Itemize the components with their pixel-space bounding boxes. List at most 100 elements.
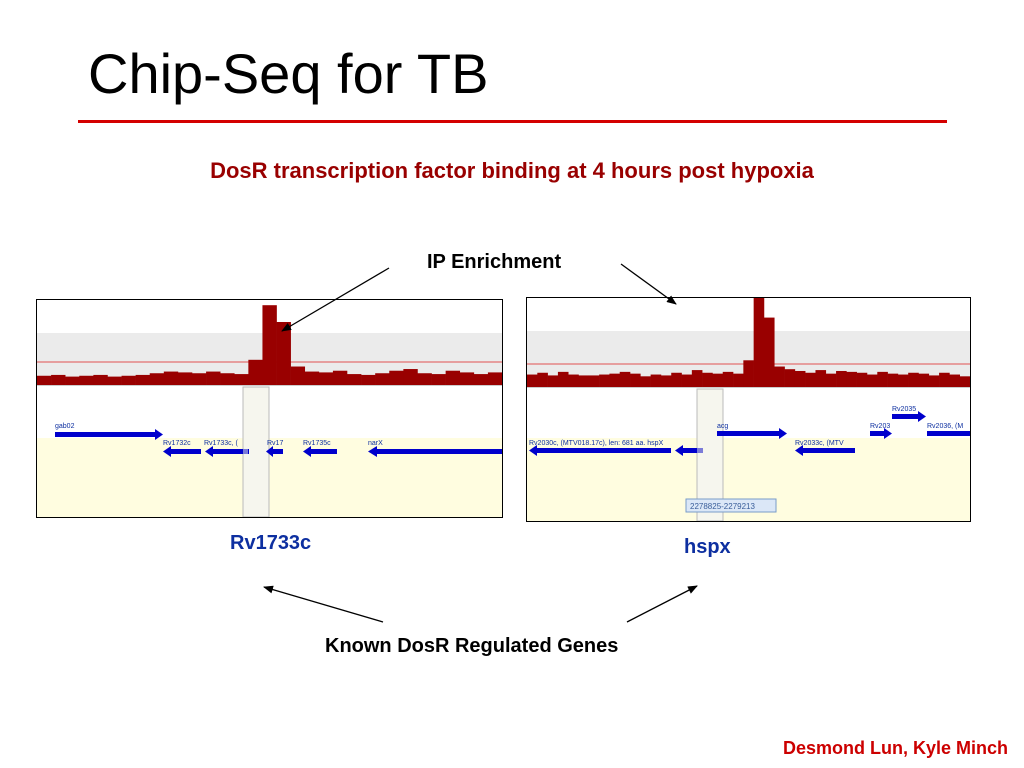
peak-bar bbox=[681, 374, 693, 387]
peak-bar bbox=[318, 372, 334, 385]
peak-bar bbox=[557, 371, 569, 387]
peak-bar bbox=[702, 372, 713, 387]
peak-bar bbox=[248, 359, 263, 385]
peak-bar bbox=[473, 374, 489, 385]
known-arrow-right bbox=[626, 585, 698, 623]
peak-bar bbox=[887, 373, 899, 387]
peak-bar bbox=[37, 375, 52, 385]
peak-bar bbox=[537, 372, 548, 387]
peak-bar bbox=[206, 371, 221, 385]
peak-bar bbox=[877, 371, 888, 387]
peak-bar bbox=[825, 373, 837, 387]
peak-bar bbox=[588, 375, 600, 387]
peak-bar bbox=[733, 373, 744, 387]
peak-bar bbox=[846, 371, 857, 387]
gene-arrow-gab02[interactable] bbox=[55, 432, 155, 437]
peak-bar bbox=[722, 371, 734, 387]
peak-bar bbox=[304, 371, 320, 385]
coordinate-tooltip bbox=[685, 498, 777, 513]
peak-bar bbox=[660, 375, 672, 387]
gene-label: Rv2033c, (MTV bbox=[795, 440, 844, 447]
gene-arrow-acg[interactable] bbox=[717, 431, 779, 436]
gene-arrow-rv2033c[interactable] bbox=[803, 448, 855, 453]
gene-label: Rv17 bbox=[267, 440, 283, 447]
peak-bar bbox=[599, 374, 610, 387]
gene-arrow-hspx[interactable] bbox=[683, 448, 703, 453]
peak-bar bbox=[220, 373, 235, 385]
gene-name-rv1733c: Rv1733c bbox=[230, 532, 312, 554]
gene-arrow-rv1735c[interactable] bbox=[311, 449, 337, 454]
coordinate-tooltip-text: 2278825-2279213 bbox=[690, 502, 756, 511]
gene-label: Rv2030c, (MTV018.17c), len: 681 aa. hspX bbox=[529, 440, 664, 447]
gene-label: Rv1733c, ( bbox=[204, 440, 239, 447]
peak-bar bbox=[908, 372, 919, 387]
gene-name-hspx: hspx bbox=[684, 536, 731, 558]
left-genome-track: gab02 Rv1732c Rv1733c, ( Rv17 Rv1735c na… bbox=[37, 300, 503, 518]
gene-label: Rv2035 bbox=[892, 406, 916, 413]
gene-arrow-rv2030c[interactable] bbox=[537, 448, 671, 453]
peak-bar bbox=[959, 376, 971, 387]
peak-bar bbox=[671, 372, 682, 387]
peak-bar bbox=[290, 366, 306, 385]
author-credit: Desmond Lun, Kyle Minch bbox=[782, 738, 1008, 758]
gene-label: Rv2036, (M bbox=[927, 423, 963, 430]
gene-label: Rv203 bbox=[870, 423, 890, 430]
peak-bar bbox=[568, 374, 579, 387]
right-peak-bars bbox=[527, 298, 971, 387]
gene-arrow-rv2036[interactable] bbox=[927, 431, 970, 436]
peak-bar bbox=[836, 370, 847, 387]
gene-arrow-rv1733c[interactable] bbox=[213, 449, 249, 454]
peak-bar bbox=[332, 370, 348, 385]
gene-arrow-rv2035[interactable] bbox=[892, 414, 918, 419]
peak-bar bbox=[640, 376, 651, 387]
peak-bar bbox=[712, 373, 724, 387]
peak-bar bbox=[856, 372, 868, 387]
peak-bar bbox=[609, 373, 621, 387]
known-dosr-label: Known DosR Regulated Genes bbox=[325, 635, 619, 657]
gene-label: Rv1732c bbox=[163, 440, 191, 447]
peak-bar bbox=[361, 374, 376, 385]
gene-arrow-rv1732c[interactable] bbox=[171, 449, 201, 454]
peak-bar bbox=[949, 374, 960, 387]
peak-bar bbox=[487, 372, 503, 385]
peak-bar bbox=[375, 373, 390, 385]
peak-bar bbox=[192, 373, 207, 385]
peak-bar bbox=[774, 366, 785, 387]
left-genome-panel: gab02 Rv1732c Rv1733c, ( Rv17 Rv1735c na… bbox=[36, 299, 503, 518]
peak-bar bbox=[866, 374, 878, 387]
peak-bar bbox=[445, 370, 461, 385]
peak-bar bbox=[805, 372, 816, 387]
peak-bar bbox=[65, 376, 80, 385]
peak-bar bbox=[417, 373, 432, 385]
peak-bar bbox=[79, 375, 94, 385]
peak-bar bbox=[234, 374, 249, 385]
peak-bar bbox=[939, 372, 950, 387]
peak-bar bbox=[691, 370, 703, 387]
peak-bar bbox=[107, 376, 122, 385]
peak-bar bbox=[347, 374, 362, 385]
peak-bar bbox=[578, 375, 590, 387]
peak-bar bbox=[121, 375, 136, 385]
peak-bar bbox=[459, 372, 475, 385]
title-rule bbox=[78, 120, 947, 123]
right-genome-panel: Rv2030c, (MTV018.17c), len: 681 aa. hspX… bbox=[526, 297, 971, 522]
peak-bar bbox=[650, 374, 662, 387]
gene-label: gab02 bbox=[55, 423, 75, 430]
slide-title: Chip-Seq for TB bbox=[88, 42, 489, 105]
peak-bar bbox=[389, 370, 404, 385]
peak-bar bbox=[149, 373, 165, 385]
peak-bar bbox=[630, 373, 641, 387]
right-genome-track: Rv2030c, (MTV018.17c), len: 681 aa. hspX… bbox=[527, 298, 971, 522]
peak-bar bbox=[897, 374, 909, 387]
peak-bar bbox=[794, 370, 806, 387]
gene-label: Rv1735c bbox=[303, 440, 331, 447]
gene-arrow-rv2034[interactable] bbox=[870, 431, 884, 436]
peak-bar bbox=[784, 369, 796, 387]
peak-bar bbox=[93, 374, 108, 385]
peak-bar bbox=[163, 371, 179, 385]
slide-subtitle: DosR transcription factor binding at 4 h… bbox=[210, 158, 814, 183]
gene-arrow-narx[interactable] bbox=[377, 449, 502, 454]
peak-bar bbox=[619, 371, 631, 387]
gene-arrow-rv1734[interactable] bbox=[273, 449, 283, 454]
known-arrow-left bbox=[263, 585, 384, 623]
